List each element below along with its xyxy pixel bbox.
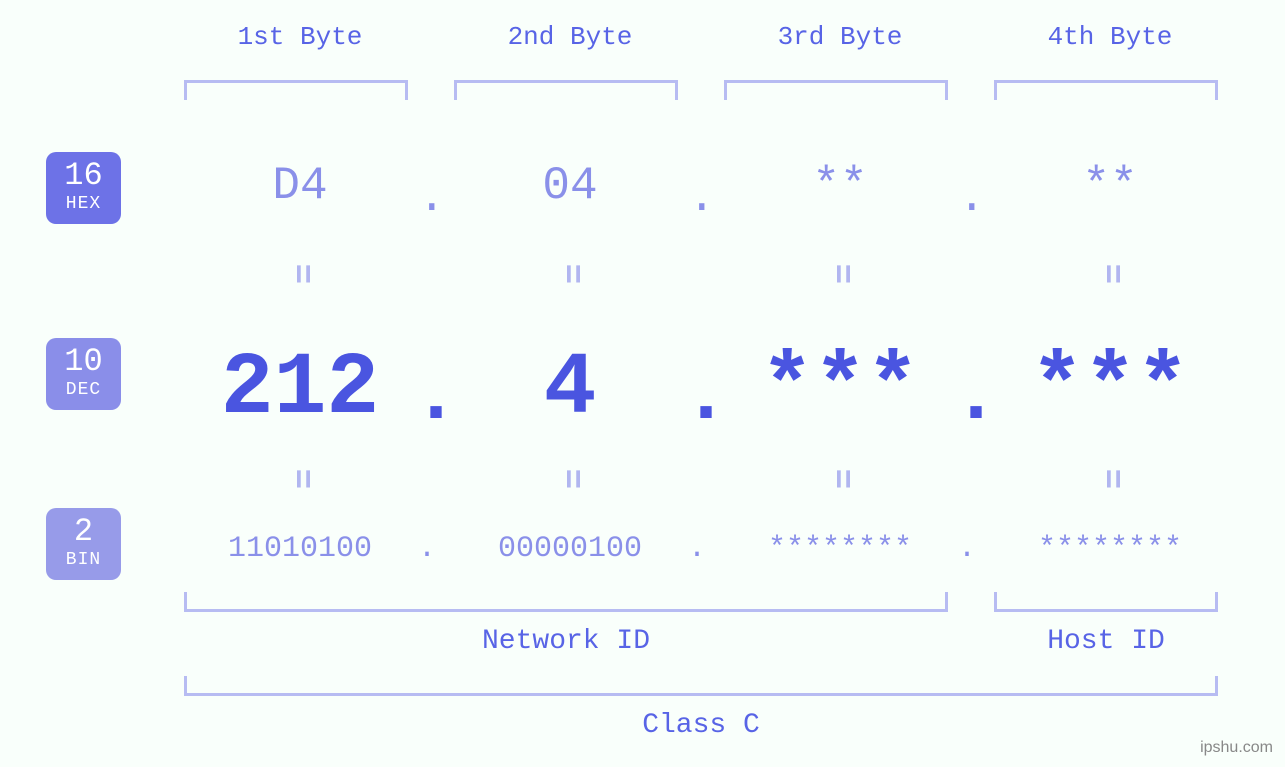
eq-2-1: = [281, 469, 319, 489]
bin-dot-1: . [418, 532, 436, 566]
hex-byte-4: ** [990, 160, 1230, 212]
byte-label-3: 3rd Byte [720, 22, 960, 52]
bin-byte-1: 11010100 [180, 532, 420, 566]
hex-byte-3: ** [720, 160, 960, 212]
bin-byte-2: 00000100 [450, 532, 690, 566]
watermark: ipshu.com [1200, 739, 1273, 757]
hex-badge-number: 16 [46, 160, 121, 192]
host-id-bracket [994, 592, 1218, 612]
dec-badge-text: DEC [46, 380, 121, 400]
eq-2-2: = [551, 469, 589, 489]
bin-byte-3: ******** [720, 532, 960, 566]
byte-label-4: 4th Byte [990, 22, 1230, 52]
bin-badge-number: 2 [46, 516, 121, 548]
eq-1-2: = [551, 264, 589, 284]
eq-2-3: = [821, 469, 859, 489]
dec-byte-4: *** [990, 340, 1230, 439]
bin-badge-text: BIN [46, 550, 121, 570]
dec-badge-number: 10 [46, 346, 121, 378]
hex-dot-2: . [688, 172, 716, 224]
network-id-label: Network ID [184, 626, 948, 657]
dec-byte-2: 4 [450, 340, 690, 439]
dec-byte-3: *** [720, 340, 960, 439]
bin-dot-3: . [958, 532, 976, 566]
eq-1-3: = [821, 264, 859, 284]
byte-label-1: 1st Byte [180, 22, 420, 52]
bin-byte-4: ******** [990, 532, 1230, 566]
host-id-label: Host ID [994, 626, 1218, 657]
hex-byte-2: 04 [450, 160, 690, 212]
hex-badge-text: HEX [46, 194, 121, 214]
hex-byte-1: D4 [180, 160, 420, 212]
class-label: Class C [184, 710, 1218, 741]
top-bracket-1 [184, 80, 408, 100]
dec-dot-3: . [952, 352, 1000, 443]
dec-dot-1: . [412, 352, 460, 443]
top-bracket-2 [454, 80, 678, 100]
network-id-bracket [184, 592, 948, 612]
byte-label-2: 2nd Byte [450, 22, 690, 52]
eq-1-1: = [281, 264, 319, 284]
dec-dot-2: . [682, 352, 730, 443]
class-bracket [184, 676, 1218, 696]
dec-byte-1: 212 [180, 340, 420, 439]
eq-2-4: = [1091, 469, 1129, 489]
hex-dot-3: . [958, 172, 986, 224]
bin-badge: 2 BIN [46, 508, 121, 580]
eq-1-4: = [1091, 264, 1129, 284]
bin-dot-2: . [688, 532, 706, 566]
hex-dot-1: . [418, 172, 446, 224]
hex-badge: 16 HEX [46, 152, 121, 224]
top-bracket-3 [724, 80, 948, 100]
top-bracket-4 [994, 80, 1218, 100]
dec-badge: 10 DEC [46, 338, 121, 410]
